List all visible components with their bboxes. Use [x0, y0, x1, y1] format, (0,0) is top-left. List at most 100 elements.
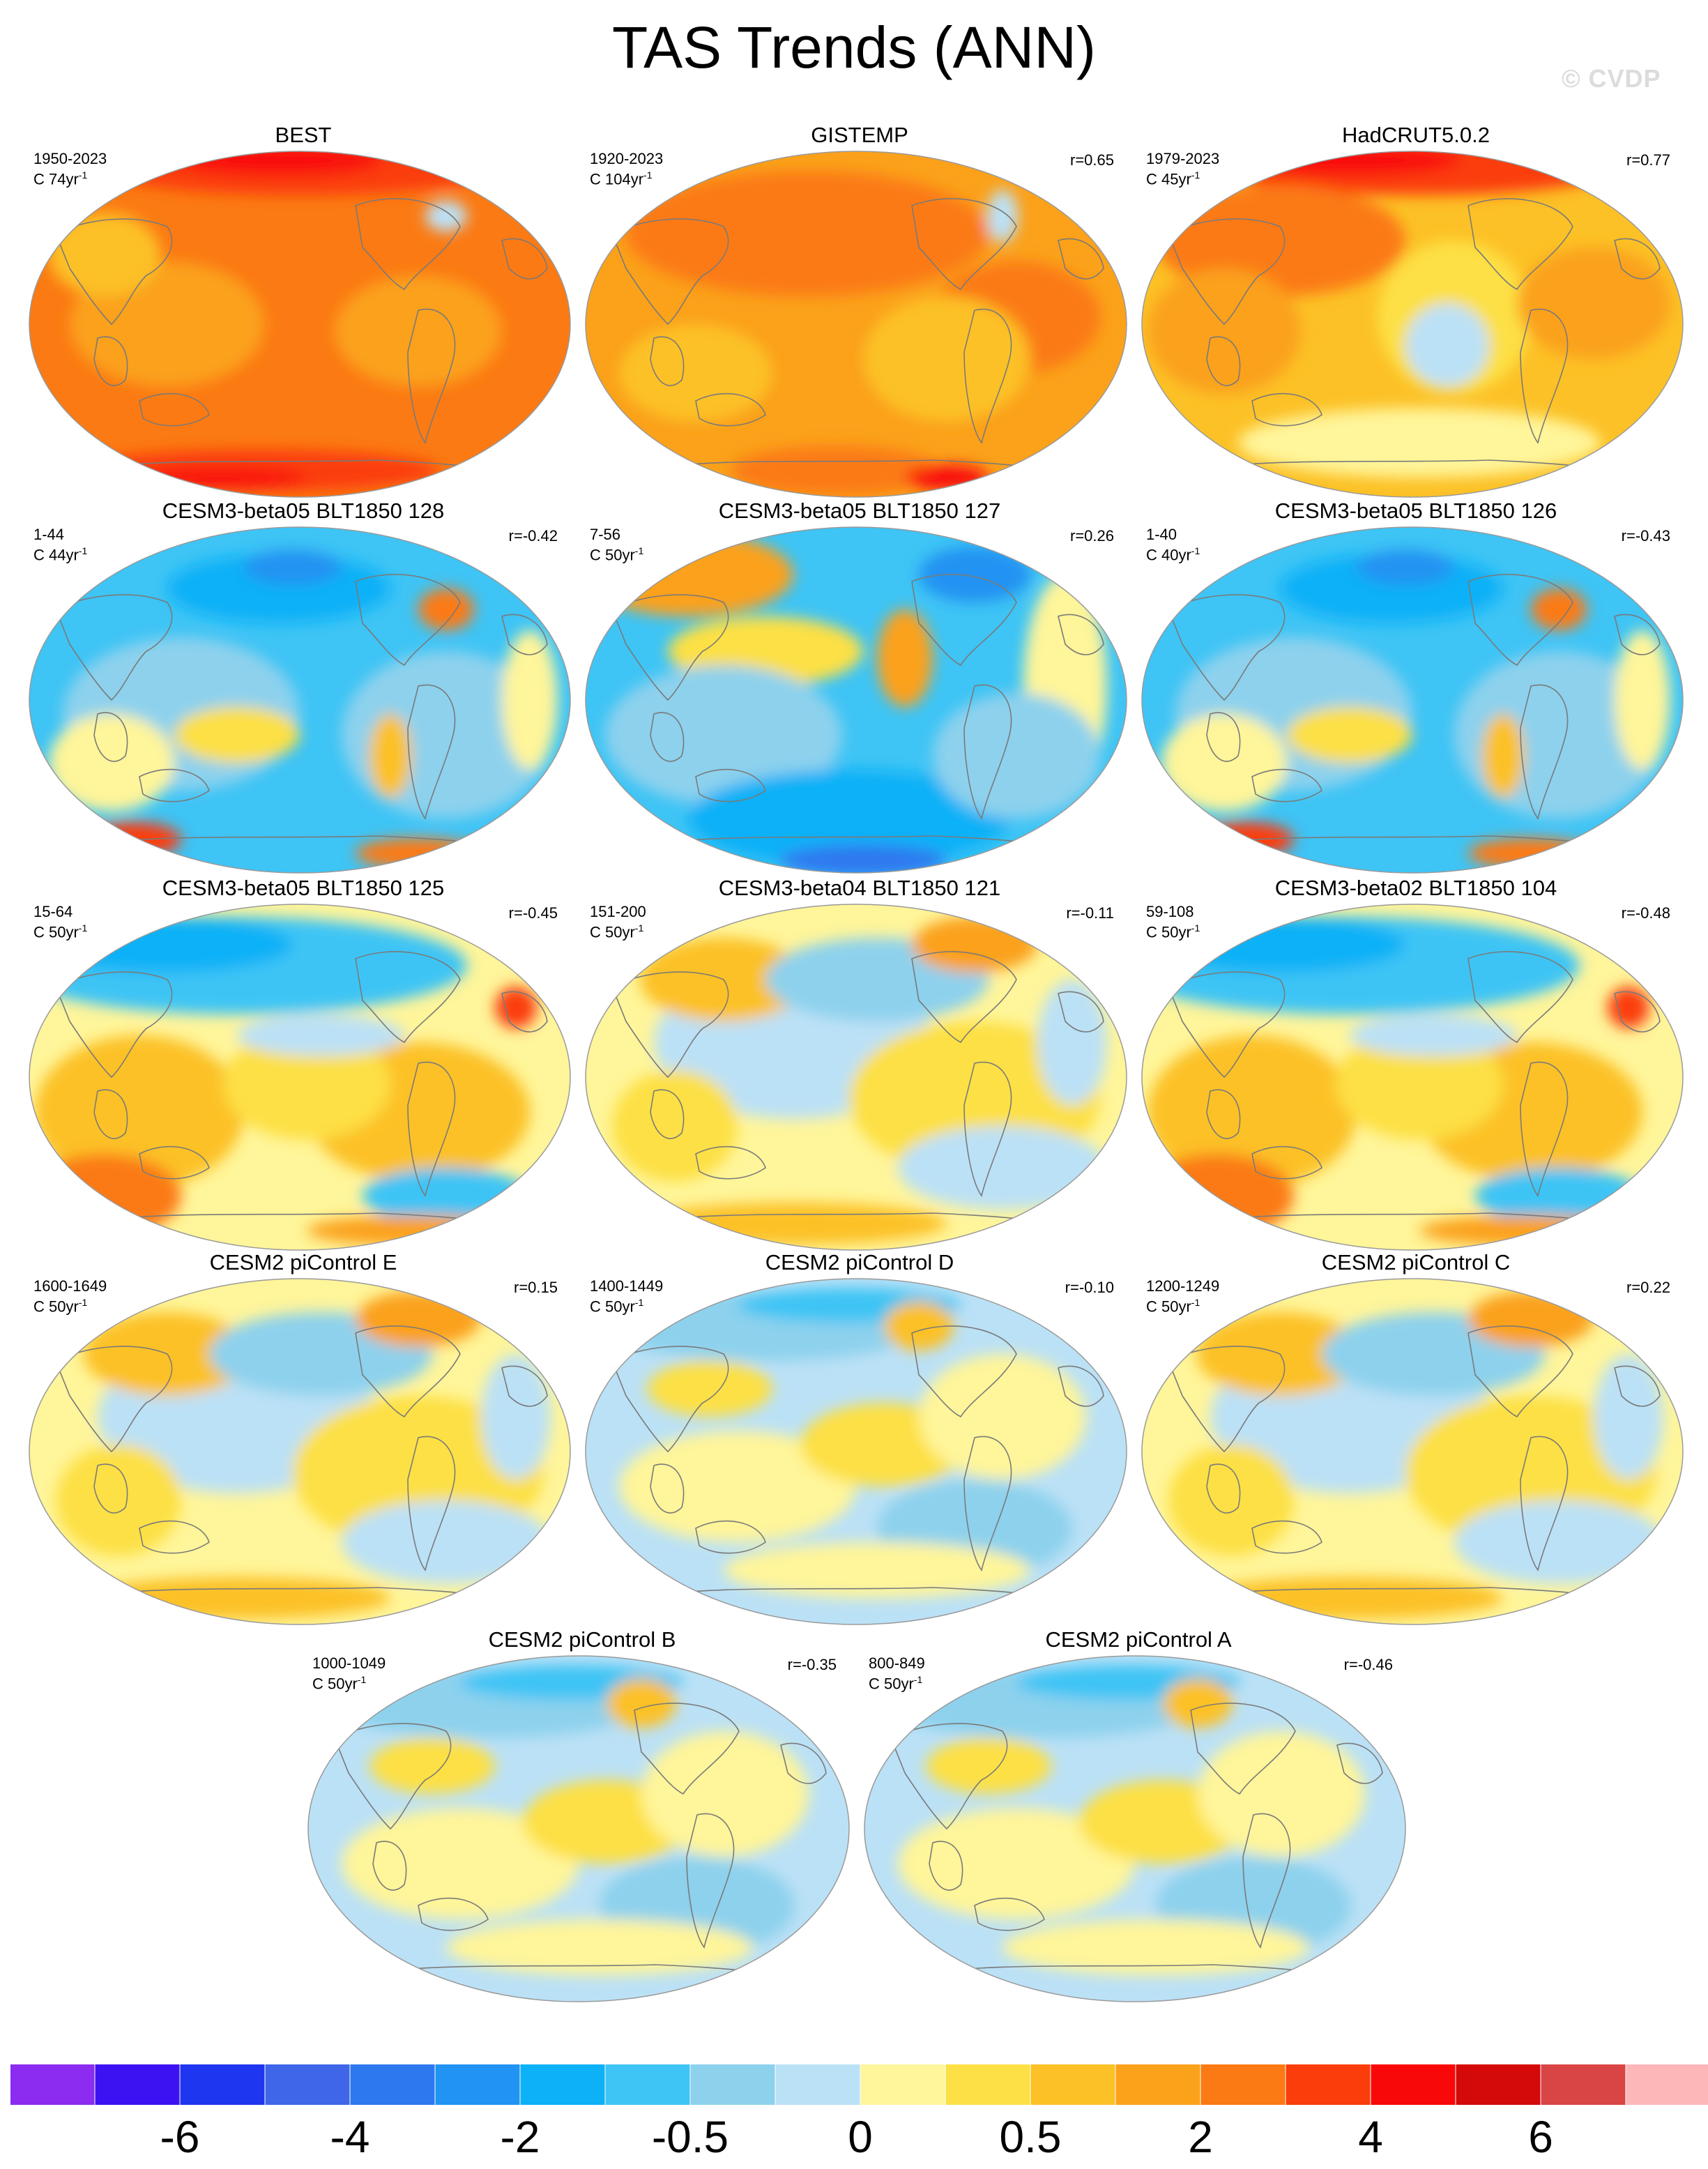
coastline [911, 1325, 1017, 1418]
coastline [54, 971, 173, 1079]
panel-unit: C 40yr-1 [1146, 545, 1200, 564]
colorbar-tick-labels: -6 -4 -2 -0.5 0 0.5 2 4 6 [0, 2113, 1708, 2168]
panel-unit: C 44yr-1 [33, 545, 88, 564]
coastline [974, 1897, 1045, 1931]
anomaly-region [1002, 1919, 1309, 1975]
colorbar-tick-label: -4 [330, 2112, 370, 2162]
coastline [1336, 1742, 1383, 1784]
anomaly-region [237, 1014, 404, 1056]
anomaly-region [356, 1291, 481, 1347]
anomaly-region [1608, 987, 1649, 1028]
coastline [611, 594, 729, 701]
coastline [650, 712, 685, 762]
trend-map [1141, 904, 1684, 1251]
panel-title: BEST [275, 123, 332, 147]
panel-period: 1600-1649 [33, 1277, 107, 1295]
map-border [307, 1655, 850, 2002]
panel-period: 1950-2023 [33, 150, 107, 167]
anomaly-region [42, 917, 293, 973]
map-panel: HadCRUT5.0.2 1979-2023 C 45yr-1 r=0.77 [1141, 122, 1691, 499]
coastline [686, 1813, 735, 1949]
anomaly-region [446, 1919, 753, 1975]
coastline [1614, 991, 1661, 1033]
colorbar-swatch [945, 2064, 1031, 2106]
panel-period: 1000-1049 [312, 1654, 386, 1672]
coastline [1614, 614, 1661, 655]
colorbar-tick-label: 0.5 [999, 2112, 1062, 2162]
coastline [407, 1436, 456, 1571]
panel-correlation: r=-0.45 [508, 904, 558, 922]
panel-unit: C 50yr-1 [590, 922, 644, 941]
colorbar-swatch [690, 2064, 776, 2106]
coastline [93, 712, 128, 762]
anomaly-region [56, 1445, 181, 1556]
anomaly-region [1419, 1215, 1642, 1246]
coastline [139, 768, 210, 802]
anomaly-region [1154, 917, 1405, 973]
panel-period: 59-108 [1146, 903, 1194, 920]
trend-map [864, 1655, 1406, 2002]
anomaly-region [626, 171, 989, 296]
coastline [1242, 1813, 1291, 1949]
colorbar-swatch [435, 2064, 521, 2106]
coastline [1167, 971, 1286, 1079]
coastline [418, 1897, 489, 1931]
panel-period: 1200-1249 [1146, 1277, 1220, 1295]
panel-title: CESM3-beta02 BLT1850 104 [1274, 876, 1557, 900]
trend-map [1141, 526, 1684, 874]
anomaly-region [1594, 1354, 1663, 1479]
coastline [501, 614, 548, 655]
anomaly-region [898, 1808, 1135, 1919]
coastline [1190, 1703, 1296, 1795]
anomaly-region [724, 1542, 1030, 1598]
colorbar-frame [10, 2064, 1708, 2106]
anomaly-region [1468, 1291, 1594, 1347]
colorbar-swatch [520, 2064, 606, 2106]
anomaly-region [919, 1354, 1086, 1479]
coastline [695, 393, 766, 427]
panel-period: 1920-2023 [590, 150, 664, 167]
colorbar-swatch [860, 2064, 946, 2106]
panel-title: CESM2 piControl E [209, 1250, 397, 1274]
trend-map [29, 526, 571, 874]
anomaly-region [1147, 268, 1301, 394]
panel-unit: C 45yr-1 [1146, 169, 1200, 188]
colorbar-swatch [1200, 2064, 1286, 2106]
anomaly-region [1454, 1500, 1663, 1584]
coastline [407, 1061, 456, 1197]
coastline [650, 1463, 685, 1514]
anomaly-region [1615, 630, 1670, 770]
panel-title: HadCRUT5.0.2 [1342, 123, 1490, 147]
coastline [1467, 574, 1573, 667]
anomaly-region [612, 1070, 738, 1182]
map-panel: CESM3-beta05 BLT1850 126 1-40 C 40yr-1 r=-0… [1141, 498, 1691, 874]
map-panel: CESM3-beta02 BLT1850 104 59-108 C 50yr-1 r=… [1141, 875, 1691, 1251]
map-border [1141, 904, 1684, 1251]
anomaly-region [1168, 1445, 1294, 1556]
map-border [864, 1655, 1406, 2002]
coastline [355, 574, 461, 667]
coastline [501, 1365, 548, 1407]
coastline [139, 1520, 210, 1554]
anomaly-region [244, 550, 342, 585]
anomaly-region [1238, 408, 1601, 478]
map-border [1141, 151, 1684, 498]
trend-map [29, 904, 571, 1251]
colorbar-swatch [1030, 2064, 1116, 2106]
map-panel: CESM2 piControl A 800-849 C 50yr-1 r=-0.46 [863, 1627, 1414, 2003]
anomaly-region [731, 446, 940, 495]
coastline [1058, 1365, 1104, 1407]
colorbar-swatch [1115, 2064, 1201, 2106]
anomaly-region [586, 533, 793, 616]
panel-correlation: r=0.22 [1626, 1279, 1670, 1296]
coastline [695, 1146, 766, 1180]
colorbar [10, 2064, 1708, 2106]
map-border [585, 151, 1127, 498]
panel-correlation: r=0.77 [1626, 151, 1670, 169]
coastline [911, 951, 1017, 1044]
colorbar-swatch [775, 2064, 861, 2106]
anomaly-region [1517, 248, 1670, 359]
coastline [929, 1841, 963, 1891]
anomaly-region [1198, 1731, 1365, 1857]
anomaly-region [139, 468, 307, 487]
